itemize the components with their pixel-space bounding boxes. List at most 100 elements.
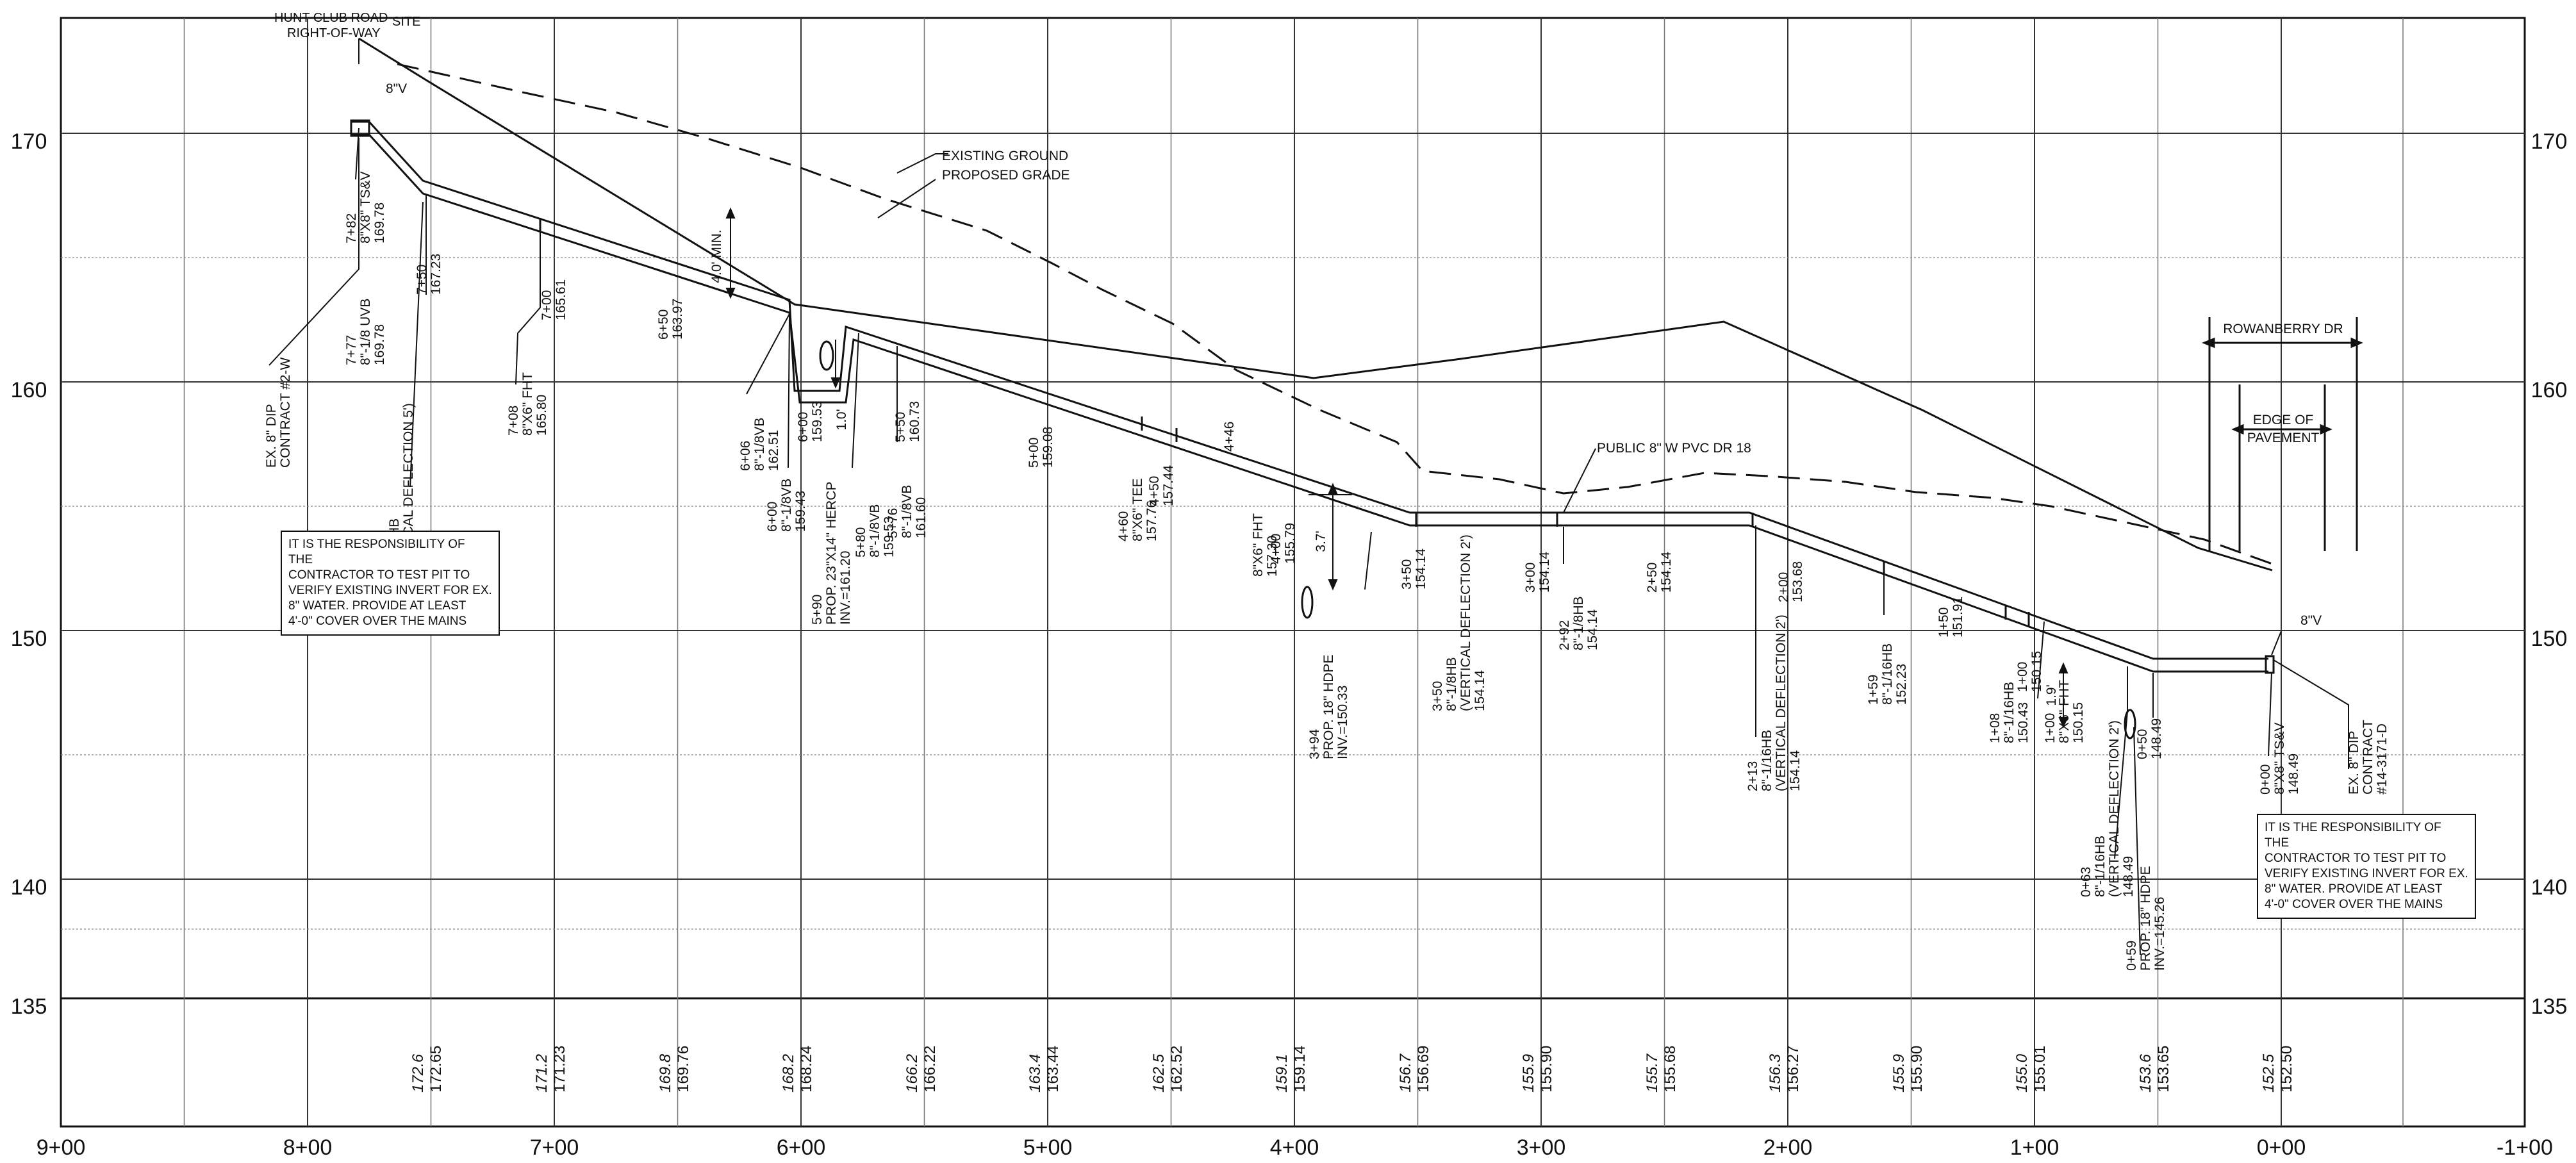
proposed-elevation: 156.69 bbox=[1415, 1046, 1432, 1093]
pipe-callout-line: 154.14 bbox=[1788, 750, 1803, 791]
grid bbox=[61, 18, 2525, 1126]
station-label: -1+00 bbox=[2497, 1135, 2553, 1160]
station-label: 4+00 bbox=[1270, 1135, 1319, 1160]
existing-ground-elevation: 168.2 bbox=[780, 1054, 797, 1093]
elevation-label-left: 140 bbox=[11, 875, 47, 900]
pipe-callout-line: 8"-1/8VB bbox=[900, 485, 914, 538]
pipe-callout-line: EX. 8" DIP bbox=[264, 404, 279, 468]
pipe-callout-line: EX. 8" DIP bbox=[2347, 730, 2361, 795]
valve-label-right: 8"V bbox=[2300, 613, 2322, 628]
pipe-callout-line: 154.14 bbox=[1537, 551, 1552, 593]
pipe-callout-line: (VERTICAL DEFLECTION 2') bbox=[2107, 720, 2122, 897]
pipe-callout-line: 6+50 bbox=[656, 309, 671, 340]
elevation-label-right: 150 bbox=[2531, 627, 2568, 651]
elevation-label-left: 160 bbox=[11, 378, 47, 402]
pipe-callout-line: 154.14 bbox=[1473, 670, 1487, 711]
pipe-callout-line: 157.30 bbox=[1265, 536, 1280, 577]
pipe-callout-line: 8"X8" TS&V bbox=[358, 171, 373, 243]
pipe-callout-line: CONTRACT bbox=[2361, 720, 2375, 795]
pipe-callout-line: 3+50 bbox=[1430, 681, 1445, 711]
dimension-3-7: 3.7' bbox=[1314, 531, 1328, 552]
pipe-callout-line: 1+00 bbox=[2043, 713, 2058, 743]
pipe-callout-line: 169.78 bbox=[372, 324, 387, 365]
dimension-1-9: 1.9' bbox=[2044, 684, 2059, 705]
public-pvc-label: PUBLIC 8" W PVC DR 18 bbox=[1597, 441, 1751, 456]
pipe-callout-line: 4+46 bbox=[1222, 422, 1237, 452]
responsibility-note-right: IT IS THE RESPONSIBILITY OF THE CONTRACT… bbox=[2257, 814, 2476, 919]
pipe-callout-line: 8"-1/8VB bbox=[752, 418, 767, 471]
pipe-callout-line: 159.53 bbox=[882, 516, 896, 557]
pipe-callout-line: 2+00 bbox=[1776, 572, 1791, 602]
elevation-label-right: 170 bbox=[2531, 129, 2568, 154]
edge-of-pavement-label: EDGE OF bbox=[2253, 413, 2314, 427]
pipe-callout-line: 8"X6" FHT bbox=[2057, 680, 2072, 743]
pipe-callout-line: 8"-1/8 UVB bbox=[358, 299, 373, 365]
existing-ground-elevation: 163.4 bbox=[1027, 1054, 1044, 1093]
pipe-callout-line: 157.76 bbox=[1144, 500, 1159, 541]
pipe-callout-line: 8"-1/8VB bbox=[779, 479, 794, 532]
station-label: 9+00 bbox=[37, 1135, 86, 1160]
elevation-label-left: 135 bbox=[11, 994, 47, 1019]
pipe-callout-line: 1+50 bbox=[1936, 607, 1951, 638]
proposed-elevation: 172.65 bbox=[427, 1046, 445, 1093]
pipe-callout-line: 162.51 bbox=[766, 430, 781, 471]
dimension-markers bbox=[725, 207, 2068, 729]
pipe-callout-line: 155.79 bbox=[1283, 523, 1298, 564]
pipe-callout-line: 157.44 bbox=[1161, 465, 1176, 506]
pipe-callout-line: 151.91 bbox=[1951, 597, 1965, 638]
pipe-callout-line: 4+00 bbox=[1269, 534, 1284, 564]
pipe-callout-line: INV.=150.33 bbox=[1335, 686, 1350, 759]
pipe-callout-line: CONTRACT #2-W bbox=[278, 358, 293, 468]
hunt-club-road-label: HUNT CLUB ROAD bbox=[274, 11, 388, 25]
pipe-callout-line: 160.73 bbox=[907, 401, 922, 442]
elevation-label-right: 135 bbox=[2531, 994, 2568, 1019]
pipe-callout-line: 148.49 bbox=[2121, 856, 2136, 897]
proposed-elevation: 152.50 bbox=[2278, 1046, 2295, 1093]
pipe-callout-line: PROP. 18" HDPE bbox=[2138, 866, 2153, 971]
existing-ground-elevation: 156.7 bbox=[1397, 1053, 1414, 1093]
station-label: 5+00 bbox=[1023, 1135, 1073, 1160]
pipe-callout-line: 148.49 bbox=[2286, 754, 2301, 795]
hunt-club-row-label: RIGHT-OF-WAY bbox=[287, 26, 381, 40]
pipe-callout-line: 5+90 bbox=[810, 595, 825, 625]
responsibility-note-left: IT IS THE RESPONSIBILITY OF THE CONTRACT… bbox=[281, 531, 500, 636]
pipe-callout-line: 8"-1/16HB bbox=[1880, 643, 1895, 705]
pipe-callout-line: 0+59 bbox=[2124, 941, 2139, 971]
pipe-callout-line: 8"X6" TEE bbox=[1130, 478, 1145, 541]
pipe-callout-line: 5+76 bbox=[886, 508, 900, 538]
pipe-callout-line: #14-3171-D bbox=[2375, 723, 2390, 795]
existing-ground-label: EXISTING GROUND bbox=[942, 149, 1068, 163]
pipe-callout-line: INV.=161.20 bbox=[838, 551, 853, 625]
bottom-elevation-table: 172.6 172.65 171.2 171.23 169.8 169.76 168.2 16… bbox=[409, 1046, 2295, 1093]
station-label: 8+00 bbox=[283, 1135, 333, 1160]
elevation-label-right: 160 bbox=[2531, 378, 2568, 402]
pipe-callout-line: 165.80 bbox=[534, 395, 549, 436]
proposed-elevation: 155.01 bbox=[2031, 1046, 2049, 1093]
station-label: 1+00 bbox=[2010, 1135, 2060, 1160]
pipe-callout-line: 3+50 bbox=[1399, 559, 1414, 590]
existing-ground-elevation: 152.5 bbox=[2260, 1053, 2277, 1093]
proposed-elevation: 169.76 bbox=[675, 1046, 692, 1093]
pipe-callout-line: 7+82 bbox=[344, 213, 359, 243]
proposed-elevation: 168.24 bbox=[798, 1046, 815, 1093]
proposed-elevation: 155.90 bbox=[1908, 1046, 1926, 1093]
pipe-callout-line: 7+77 bbox=[344, 335, 359, 365]
pipe-callout-line: 148.49 bbox=[2149, 718, 2164, 759]
rowanberry-markers bbox=[2201, 317, 2363, 551]
valve-label-left: 8"V bbox=[386, 81, 407, 96]
existing-ground-elevation: 171.2 bbox=[533, 1054, 550, 1093]
proposed-elevation: 155.68 bbox=[1662, 1046, 1679, 1093]
pipe-callout-line: 8"X6" FHT bbox=[520, 372, 535, 436]
station-label: 0+00 bbox=[2257, 1135, 2306, 1160]
existing-ground-elevation: 155.7 bbox=[1644, 1053, 1661, 1093]
existing-ground-elevation: 156.3 bbox=[1767, 1053, 1784, 1093]
pipe-callout-line: 150.43 bbox=[2016, 702, 2031, 743]
elevation-label-left: 170 bbox=[11, 129, 47, 154]
existing-ground-elevation: 155.0 bbox=[2013, 1053, 2031, 1093]
existing-ground-elevation: 162.5 bbox=[1150, 1053, 1168, 1093]
existing-ground-elevation: 153.6 bbox=[2137, 1053, 2154, 1093]
pipe-callout-line: 5+50 bbox=[893, 412, 908, 442]
pipe-callout-line: 8"X8" TS&V bbox=[2272, 722, 2287, 795]
proposed-elevation: 156.27 bbox=[1785, 1046, 1802, 1093]
